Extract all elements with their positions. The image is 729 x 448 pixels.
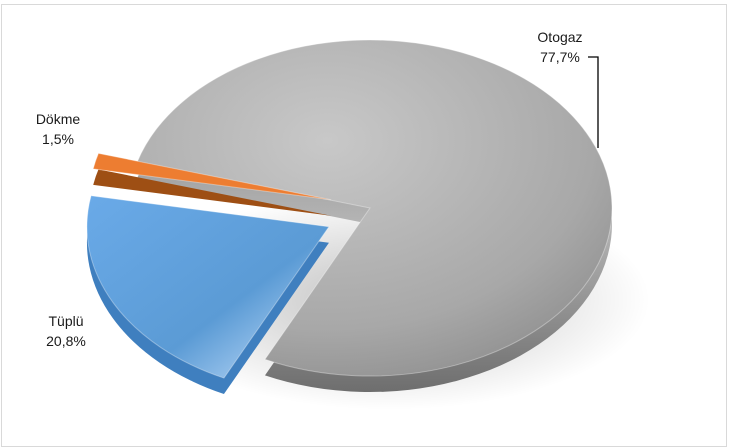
data-label-value-dökme: 1,5% — [42, 131, 74, 147]
data-label-category-dökme: Dökme — [36, 111, 81, 127]
pie-slice-side-dökme — [93, 169, 332, 216]
pie-slices — [86, 39, 613, 395]
pie-slice-otogaz — [136, 39, 613, 377]
data-label-category-tüplü: Tüplü — [48, 313, 83, 329]
pie-slice-dökme — [92, 152, 332, 201]
pie-slice-tüplü — [86, 195, 330, 379]
data-label-category-otogaz: Otogaz — [537, 29, 582, 45]
pie-labels: Otogaz 77,7% Tüplü 20,8% Dökme 1,5% — [36, 29, 599, 349]
leader-line-otogaz — [588, 56, 599, 148]
data-label-value-tüplü: 20,8% — [46, 333, 86, 349]
data-label-value-otogaz: 77,7% — [540, 49, 580, 65]
